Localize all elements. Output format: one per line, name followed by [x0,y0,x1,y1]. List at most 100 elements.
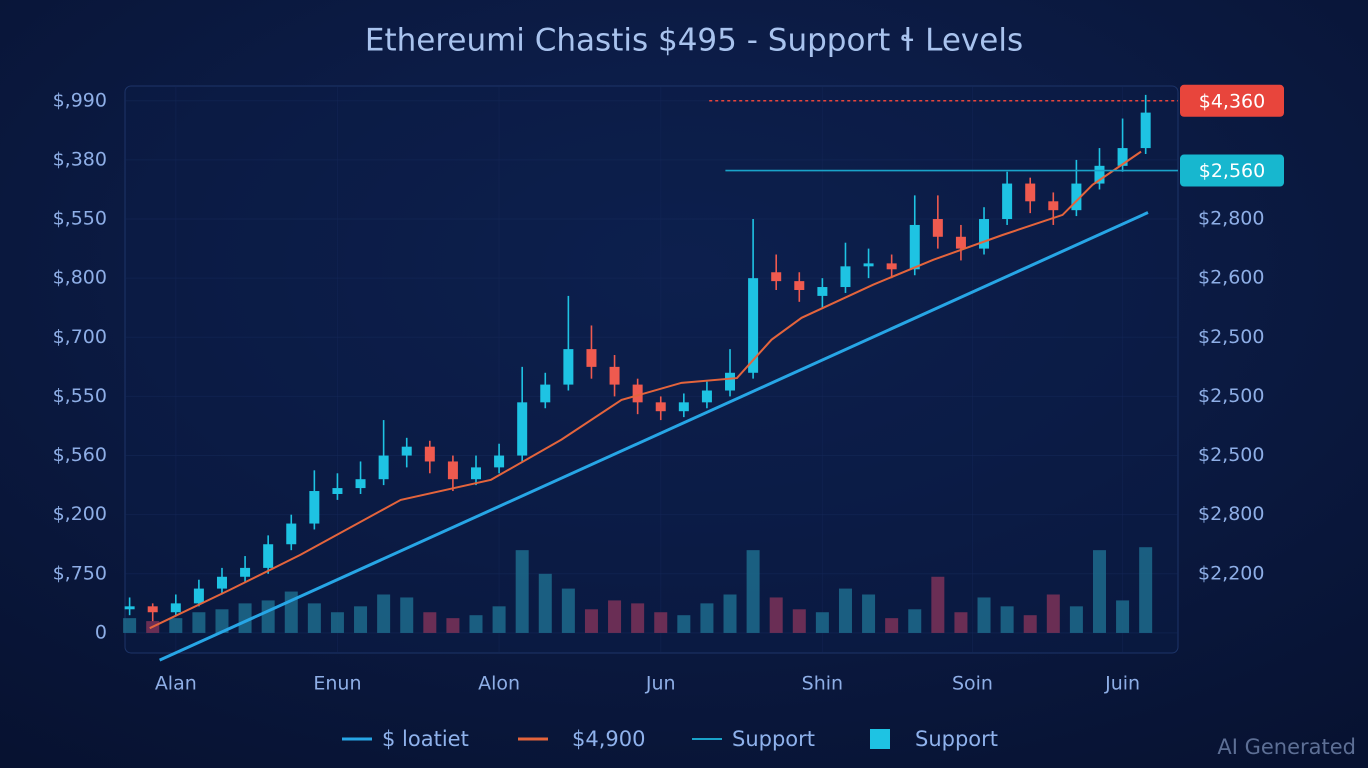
volume-bar [169,618,183,633]
volume-bar [954,612,968,633]
volume-bar [977,597,991,633]
candle-body [447,461,458,480]
candle-body [263,544,274,568]
candle-body [979,219,990,249]
volume-bar [192,612,206,633]
x-tick-label: Shin [802,673,843,695]
volume-bar [1116,600,1130,633]
y-tick-label: $,550 [53,385,107,407]
y2-tick-label: $2,800 [1198,503,1264,525]
y-tick-label: $,990 [53,89,107,111]
volume-bar [538,573,552,633]
candle-body [216,576,227,589]
volume-bar [1046,594,1060,633]
volume-bar [515,550,529,633]
candle-body [1048,201,1059,211]
y-tick-label: 0 [95,621,107,643]
y-tick-label: $,560 [53,444,107,466]
y2-tick-label: $2,500 [1198,385,1264,407]
candle-body [1071,183,1082,211]
candle-body [1117,148,1128,166]
candle-body [424,446,435,462]
x-tick-label: Jun [645,673,676,695]
volume-bar [862,594,876,633]
y-tick-label: $,800 [53,267,107,289]
candle-body [725,372,736,391]
volume-bar [631,603,645,633]
candle-body [563,349,574,385]
candle-body [1025,183,1036,202]
candle-body [886,263,897,270]
y-tick-label: $,700 [53,326,107,348]
series-line [159,211,1149,662]
candle-body [632,384,643,403]
volume-bar [1092,550,1106,633]
candle-body [932,219,943,237]
y2-tick-label: $2,800 [1198,208,1264,230]
legend-label: $4,900 [572,727,645,751]
candle-body [309,491,320,524]
volume-bar [746,550,760,633]
watermark: AI Generated [1217,735,1356,759]
y-tick-label: $,380 [53,148,107,170]
y-tick-label: $,750 [53,562,107,584]
volume-bar [769,597,783,633]
candle-body [655,402,666,412]
volume-bar [354,606,368,633]
candle-body [955,236,966,249]
series-line [149,150,1142,630]
candle-body [840,266,851,288]
chart-title: Ethereumi Chastis $495 - Support ɬ Level… [365,23,1023,59]
x-tick-label: Enun [313,673,361,695]
volume-bar [608,600,622,633]
volume-bar [400,597,414,633]
y2-tick-label: $2,600 [1198,267,1264,289]
candle-body [701,390,712,403]
volume-bar [423,612,437,633]
volume-bar [1023,615,1037,633]
volume-bar [584,609,598,633]
candle-body [286,523,297,545]
x-tick-label: Soin [952,673,993,695]
y2-tick-label: $2,500 [1198,444,1264,466]
legend-label: Support [732,727,815,751]
y-tick-label: $,550 [53,208,107,230]
candle-body [124,606,135,610]
volume-bar [838,588,852,633]
price-badge-label: $2,560 [1199,160,1265,182]
volume-bar [723,594,737,633]
candle-body [909,224,920,270]
candle-body [147,606,158,613]
candle-body [332,488,343,494]
volume-bar [815,612,829,633]
legend-label: $ loatiet [382,727,469,751]
candle-body [517,402,528,456]
candle-body [678,402,689,412]
volume-bar [469,615,483,633]
volume-bar [561,588,575,633]
x-tick-label: Alan [155,673,197,695]
volume-bar [492,606,506,633]
x-tick-label: Alon [478,673,520,695]
volume-bar [215,609,229,633]
legend-label: Support [915,727,998,751]
volume-bar [330,612,344,633]
candle-body [586,349,597,367]
volume-bar [446,618,460,633]
x-tick-label: Juin [1104,673,1140,695]
volume-bar [931,576,945,633]
candle-body [378,455,389,480]
candle-body [771,272,782,282]
volume-bar [677,615,691,633]
volume-bar [908,609,922,633]
candle-body [540,384,551,403]
volume-bar [1069,606,1083,633]
volume-bar [238,603,252,633]
volume-bar [885,618,899,633]
candle-body [494,455,505,468]
volume-bar [700,603,714,633]
volume-bar [1000,606,1014,633]
volume-bar [377,594,391,633]
